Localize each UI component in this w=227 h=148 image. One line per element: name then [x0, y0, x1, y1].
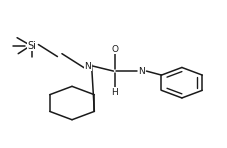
- Text: Si: Si: [27, 41, 36, 51]
- Text: O: O: [111, 45, 118, 54]
- Text: N: N: [138, 67, 145, 76]
- Text: H: H: [111, 88, 118, 97]
- Text: N: N: [84, 62, 91, 70]
